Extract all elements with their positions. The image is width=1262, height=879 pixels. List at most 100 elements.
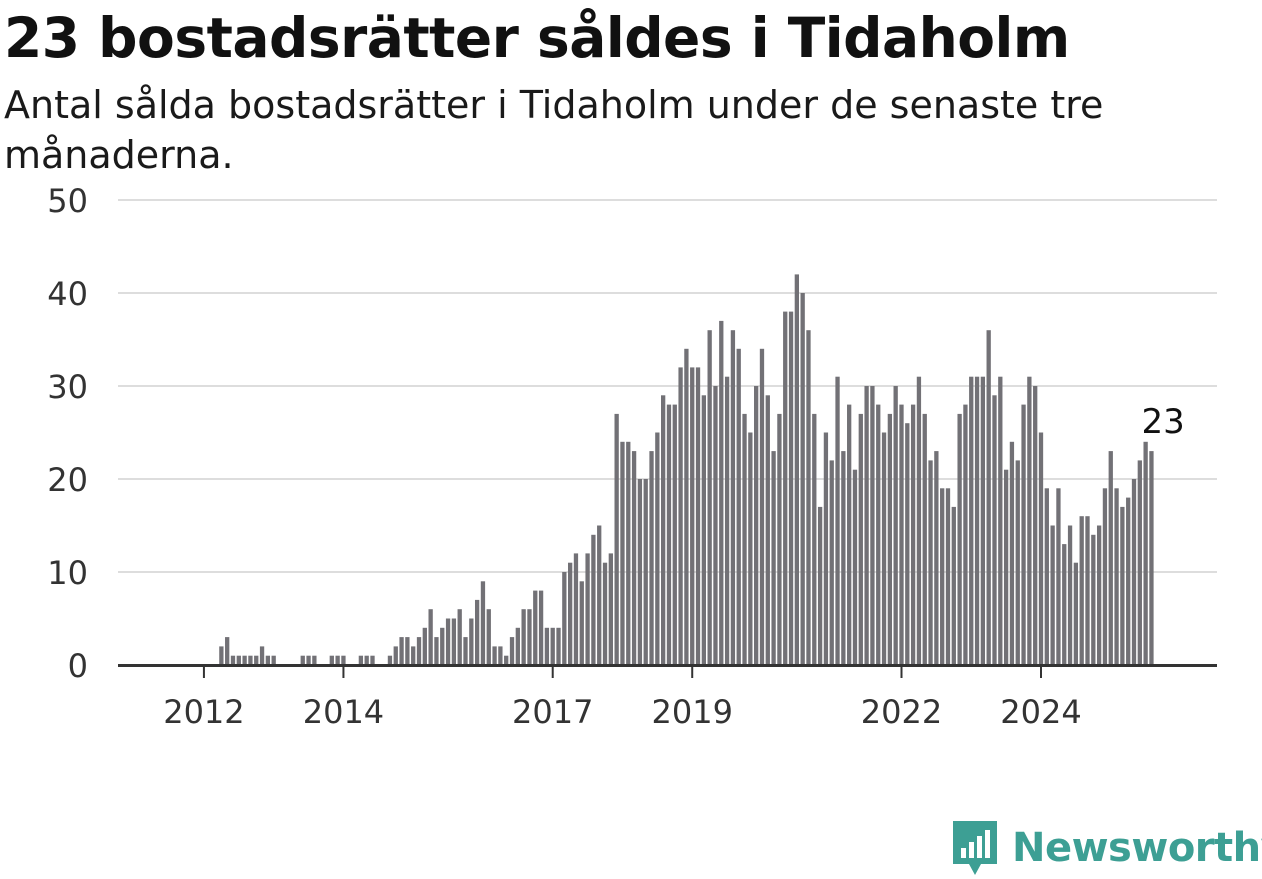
- y-tick-label: 40: [47, 275, 88, 313]
- bar: [445, 618, 451, 665]
- bar: [963, 404, 968, 665]
- bar: [858, 413, 863, 665]
- bar: [637, 479, 643, 665]
- y-tick-label: 50: [47, 182, 88, 220]
- bar: [480, 581, 486, 665]
- bar-chart: 0 10 20 30 40 50 2012 2014 2017 2019 2022 2024 23: [47, 182, 1217, 731]
- y-tick-label: 0: [68, 647, 88, 685]
- bar: [986, 330, 991, 665]
- bar: [602, 562, 608, 665]
- bar: [910, 404, 916, 665]
- bar: [492, 646, 497, 665]
- bar: [1126, 497, 1131, 665]
- bar: [405, 637, 410, 665]
- bar: [998, 376, 1003, 665]
- bar: [242, 655, 247, 665]
- bar: [428, 609, 433, 665]
- bar: [585, 553, 590, 665]
- bar: [1062, 544, 1067, 665]
- x-tick-label: 2024: [1000, 693, 1081, 731]
- bar: [1015, 460, 1020, 665]
- bar: [411, 646, 416, 665]
- y-tick-label: 10: [47, 554, 88, 592]
- bar: [666, 404, 672, 665]
- bar: [1033, 386, 1038, 665]
- bar: [754, 386, 759, 665]
- bar: [387, 655, 393, 665]
- bar: [684, 348, 689, 665]
- bar: [713, 386, 718, 665]
- bar: [219, 646, 224, 665]
- x-tick-label: 2014: [303, 693, 384, 731]
- bar: [678, 367, 683, 665]
- bar: [823, 432, 829, 665]
- bar: [463, 637, 468, 665]
- bar: [817, 506, 823, 665]
- bar: [847, 404, 852, 665]
- brand-name: Newsworthy: [1012, 825, 1262, 871]
- bar: [1091, 534, 1096, 665]
- bar: [597, 525, 602, 665]
- highlight-value-label: 23: [1141, 402, 1184, 442]
- bar: [550, 627, 555, 665]
- bar: [1021, 404, 1026, 665]
- bar: [515, 627, 520, 665]
- y-tick-label: 20: [47, 461, 88, 499]
- bar: [1108, 451, 1113, 665]
- bar: [690, 367, 695, 665]
- bar: [794, 274, 799, 665]
- bar: [812, 413, 817, 665]
- bar: [230, 655, 236, 665]
- bar: [916, 376, 922, 665]
- bar: [1073, 562, 1079, 665]
- bar: [399, 637, 404, 665]
- bar: [631, 451, 637, 665]
- bar: [556, 627, 561, 665]
- bar: [980, 376, 986, 665]
- bar: [422, 627, 427, 665]
- bar: [248, 655, 253, 665]
- bar: [1056, 488, 1061, 665]
- bar: [661, 395, 666, 665]
- bar: [335, 655, 340, 665]
- bar: [777, 413, 782, 665]
- bar: [358, 655, 364, 665]
- bar: [1009, 441, 1015, 665]
- bar: [1003, 469, 1009, 665]
- bar: [527, 609, 532, 665]
- bar: [1038, 432, 1044, 665]
- bar: [736, 348, 741, 665]
- bar: [992, 395, 997, 665]
- bar: [655, 432, 660, 665]
- bar: [835, 376, 840, 665]
- bar: [498, 646, 503, 665]
- bar: [759, 348, 765, 665]
- bar: [922, 413, 927, 665]
- bar: [1067, 525, 1073, 665]
- bar: [1120, 506, 1125, 665]
- bar: [329, 655, 334, 665]
- data-labels: 23: [1141, 402, 1184, 442]
- bar: [562, 572, 567, 665]
- bar: [771, 451, 776, 665]
- newsworthy-logo-icon: [953, 821, 997, 875]
- bar: [573, 553, 579, 665]
- bar: [806, 330, 811, 665]
- bar: [533, 590, 538, 665]
- bar: [928, 460, 933, 665]
- bar: [649, 451, 654, 665]
- bar: [957, 413, 962, 665]
- bar: [783, 311, 788, 665]
- bar: [364, 655, 369, 665]
- newsworthy-logo: Newsworthy: [950, 818, 1262, 878]
- bar: [788, 311, 794, 665]
- bar: [236, 655, 241, 665]
- bar: [643, 479, 648, 665]
- bar: [841, 451, 846, 665]
- bar: [881, 432, 887, 665]
- x-tick-label: 2017: [512, 693, 593, 731]
- bar: [271, 655, 276, 665]
- bar: [591, 534, 596, 665]
- bar: [1131, 479, 1137, 665]
- bar: [724, 376, 730, 665]
